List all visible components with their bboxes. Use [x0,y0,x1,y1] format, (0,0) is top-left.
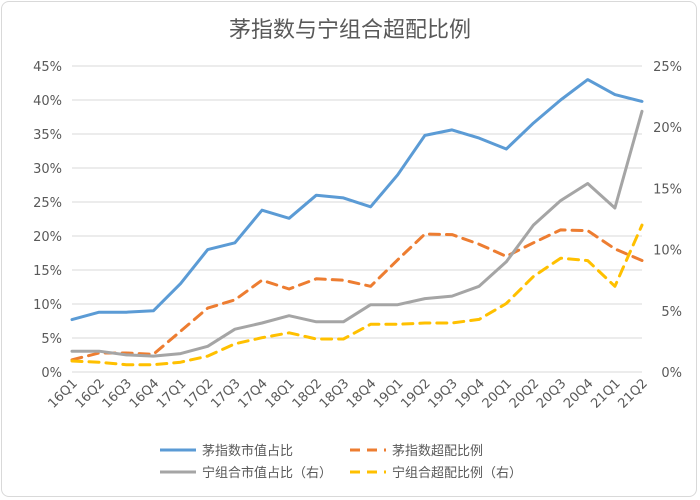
legend-label: 宁组合市值占比（右） [202,465,332,481]
x-axis-tick-label: 16Q4 [127,376,162,411]
left-axis-tick-label: 0% [41,366,62,381]
right-axis-tick-label: 10% [653,244,682,259]
x-axis-tick-label: 16Q2 [73,376,108,411]
x-axis-tick-label: 21Q1 [588,376,623,411]
x-axis-tick-label: 19Q4 [453,376,488,411]
series-line-4 [70,223,644,367]
left-axis-tick-label: 35% [33,128,62,143]
x-axis-tick-label: 17Q1 [154,376,189,411]
series-line-2 [70,228,644,362]
x-axis-tick-label: 16Q1 [45,376,80,411]
left-axis-tick-label: 45% [33,60,62,75]
x-axis-tick-label: 20Q4 [561,376,596,411]
x-axis-tick-label: 18Q2 [290,376,325,411]
left-axis-tick-label: 5% [41,332,62,347]
chart-title: 茅指数与宁组合超配比例 [228,18,471,43]
x-axis-tick-label: 17Q4 [235,376,270,411]
x-axis-tick-label: 20Q3 [534,376,569,411]
left-axis-tick-label: 10% [33,298,62,313]
x-axis-tick-label: 19Q2 [398,376,433,411]
right-axis-tick-label: 25% [653,60,682,75]
series-line-1 [70,78,644,322]
legend-label: 茅指数超配比例 [392,444,483,459]
x-axis-tick-label: 17Q3 [208,376,243,411]
series-line-3 [70,109,644,358]
left-axis-tick-label: 20% [33,230,62,245]
right-axis-tick-label: 15% [653,182,682,197]
x-axis-tick-label: 16Q3 [100,376,135,411]
x-axis-tick-label: 18Q3 [317,376,352,411]
x-axis-tick-label: 19Q3 [425,376,460,411]
legend-label: 宁组合超配比例（右） [392,465,522,481]
x-axis-tick-label: 18Q4 [344,376,379,411]
right-axis-tick-label: 5% [661,305,682,320]
left-axis-tick-label: 15% [33,264,62,279]
x-axis-tick-label: 17Q2 [181,376,216,411]
x-axis-tick-label: 21Q2 [615,376,650,411]
left-axis-tick-label: 30% [33,162,62,177]
right-axis-tick-label: 20% [653,121,682,136]
right-axis-tick-label: 0% [661,366,682,381]
x-axis-tick-label: 20Q1 [480,376,515,411]
x-axis-tick-label: 19Q1 [371,376,406,411]
x-axis-tick-label: 20Q2 [507,376,542,411]
left-axis-tick-label: 40% [33,94,62,109]
x-axis-tick-label: 18Q1 [263,376,298,411]
left-axis-tick-label: 25% [33,196,62,211]
legend-label: 茅指数市值占比 [202,443,293,459]
